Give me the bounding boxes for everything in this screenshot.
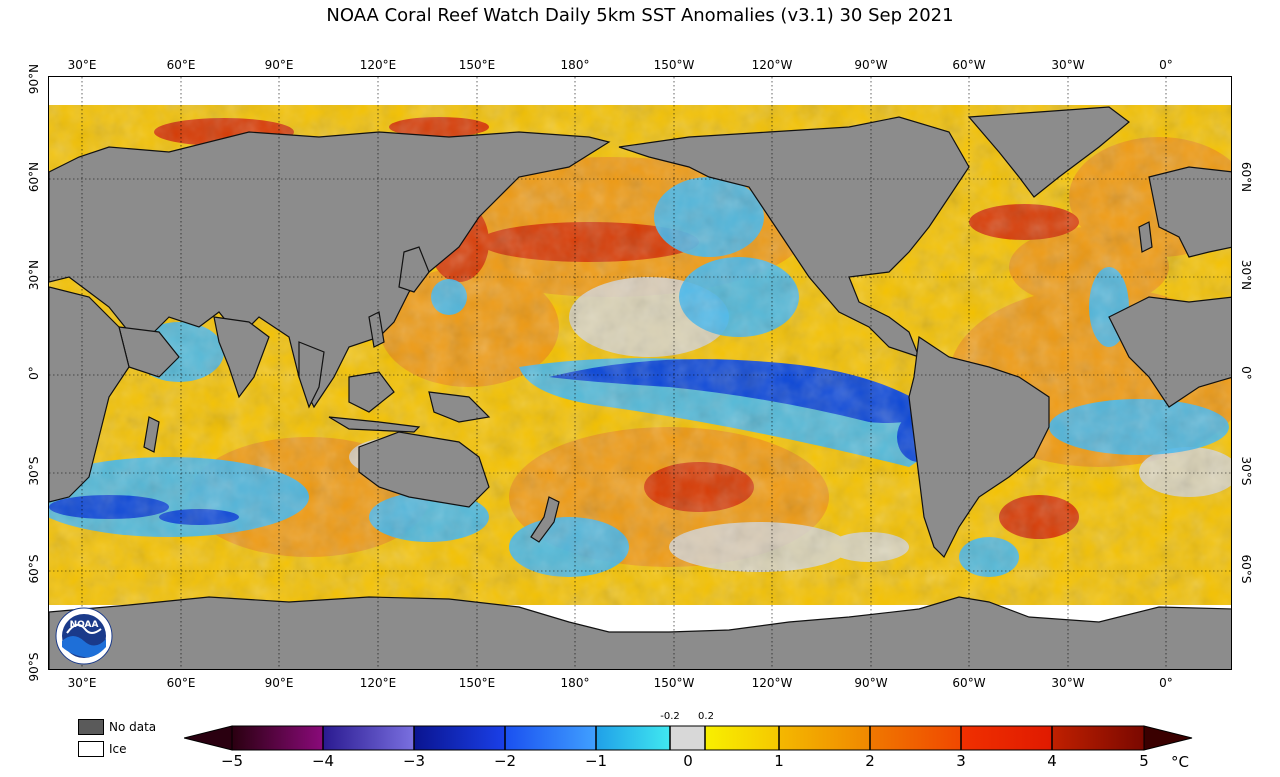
lon-label: 120°W xyxy=(751,676,793,690)
lon-label: 30°W xyxy=(1051,58,1085,72)
lon-label: 30°W xyxy=(1051,676,1085,690)
lat-label: 60°N xyxy=(1239,161,1253,193)
colorbar-neutral-low: -0.2 xyxy=(660,711,680,722)
sst-anomaly-map[interactable] xyxy=(48,76,1232,670)
lat-label: 0° xyxy=(27,366,41,380)
lon-label: 60°E xyxy=(166,58,196,72)
colorbar-tick: 3 xyxy=(956,752,966,770)
lon-label: 150°E xyxy=(458,58,496,72)
lat-label: 60°S xyxy=(1239,554,1253,584)
lon-label: 90°E xyxy=(264,676,294,690)
lon-label: 0° xyxy=(1159,676,1173,690)
lon-label: 150°W xyxy=(653,58,695,72)
lon-label: 30°E xyxy=(67,676,97,690)
colorbar-tick: −4 xyxy=(311,752,335,770)
lon-label: 120°E xyxy=(359,58,397,72)
lon-label: 30°E xyxy=(67,58,97,72)
colorbar-tick: 4 xyxy=(1047,752,1057,770)
colorbar-tick: −1 xyxy=(584,752,608,770)
no-data-swatch xyxy=(78,719,104,735)
lon-label: 150°E xyxy=(458,676,496,690)
noaa-logo xyxy=(55,607,113,665)
lon-label: 60°E xyxy=(166,676,196,690)
lon-label: 180° xyxy=(560,58,590,72)
colorbar-tick: −2 xyxy=(493,752,517,770)
lon-label: 0° xyxy=(1159,58,1173,72)
ice-swatch xyxy=(78,741,104,757)
lat-label: 30°S xyxy=(27,456,41,486)
lon-label: 180° xyxy=(560,676,590,690)
lon-label: 120°W xyxy=(751,58,793,72)
lat-label: 30°N xyxy=(27,259,41,291)
map-svg xyxy=(49,77,1231,669)
lat-label: 30°S xyxy=(1239,456,1253,486)
lat-label: 90°S xyxy=(27,652,41,682)
lon-label: 90°W xyxy=(854,676,888,690)
lon-label: 90°W xyxy=(854,58,888,72)
lat-label: 0° xyxy=(1239,366,1253,380)
colorbar-tick: −5 xyxy=(220,752,244,770)
colorbar-tick: 1 xyxy=(774,752,784,770)
lat-label: 60°S xyxy=(27,554,41,584)
colorbar xyxy=(184,725,1193,751)
lat-label: 60°N xyxy=(27,161,41,193)
colorbar-tick: 5 xyxy=(1139,752,1149,770)
lat-label: 30°N xyxy=(1239,259,1253,291)
lon-label: 60°W xyxy=(952,676,986,690)
colorbar-tick: −3 xyxy=(402,752,426,770)
lon-label: 150°W xyxy=(653,676,695,690)
noaa-logo-text: NOAA xyxy=(69,620,99,630)
lon-label: 60°W xyxy=(952,58,986,72)
lon-label: 120°E xyxy=(359,676,397,690)
colorbar-tick: 0 xyxy=(683,752,693,770)
colorbar-unit: °C xyxy=(1171,753,1189,771)
ice-label: Ice xyxy=(109,742,127,756)
colorbar-tick: 2 xyxy=(865,752,875,770)
graticule xyxy=(49,77,1231,669)
colorbar-neutral-high: 0.2 xyxy=(698,711,714,722)
arctic-ice xyxy=(49,77,1231,105)
lon-label: 90°E xyxy=(264,58,294,72)
land-masses xyxy=(49,106,1231,669)
map-title: NOAA Coral Reef Watch Daily 5km SST Anom… xyxy=(326,5,954,26)
lat-label: 90°N xyxy=(27,63,41,95)
no-data-label: No data xyxy=(109,720,157,734)
